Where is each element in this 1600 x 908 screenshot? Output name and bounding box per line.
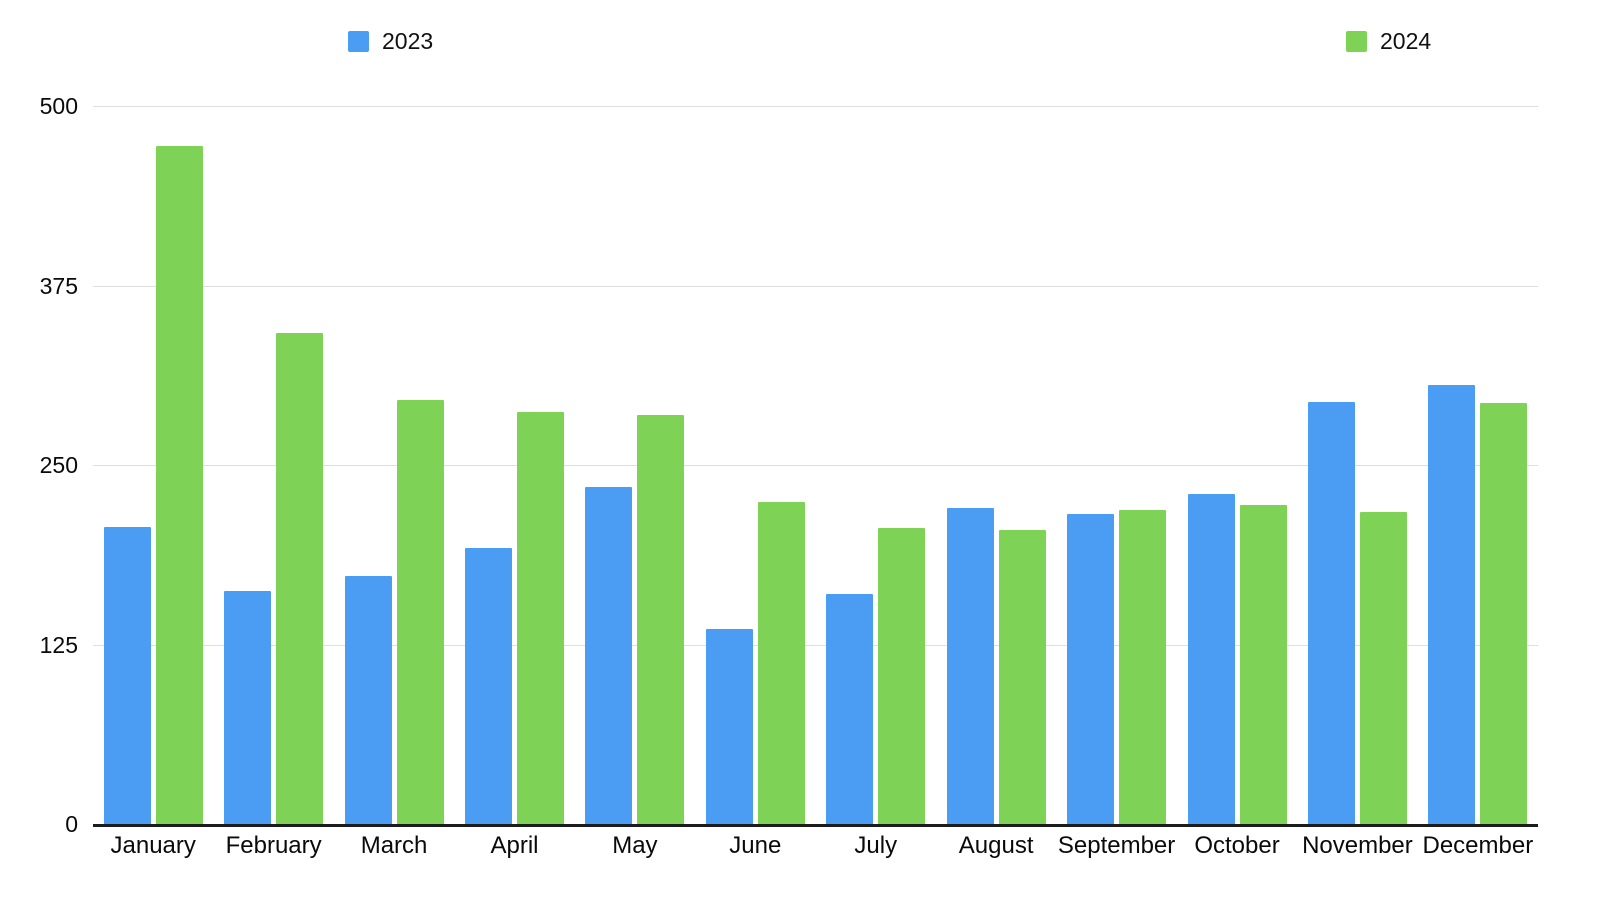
bar-2023-november[interactable] [1307,401,1355,824]
legend-label-2024: 2024 [1380,28,1432,54]
x-tick-label-september: September [1057,832,1176,859]
legend-item-2024: 2024 [1346,30,1431,53]
bar-2023-august[interactable] [946,508,994,824]
y-tick-label-375: 375 [39,272,78,299]
bar-2024-august[interactable] [998,529,1046,824]
x-tick-label-december: December [1422,832,1534,859]
x-tick-label-june: June [729,832,782,859]
y-tick-label-500: 500 [39,93,78,119]
bar-2023-march[interactable] [344,575,392,824]
x-tick-label-november: November [1302,832,1413,859]
x-tick-label-february: February [225,832,322,859]
x-tick-label-march: March [360,832,428,859]
bar-group-november [1297,106,1417,824]
x-tick-label-may: May [612,832,658,859]
bar-2023-april[interactable] [464,548,512,824]
bar-2024-december[interactable] [1480,403,1528,824]
plot-area [93,106,1538,827]
bar-2023-october[interactable] [1187,493,1235,824]
bar-2024-february[interactable] [276,332,324,824]
legend-item-2023: 2023 [348,30,433,53]
bar-group-may [575,106,695,824]
bar-2023-june[interactable] [705,628,753,824]
bar-group-march [334,106,454,824]
y-tick-label-125: 125 [39,631,78,658]
bar-group-october [1177,106,1297,824]
bar-2023-september[interactable] [1067,513,1115,824]
x-tick-label-october: October [1194,832,1280,859]
bar-2023-december[interactable] [1428,384,1476,824]
x-tick-label-january: January [110,832,196,859]
bar-2024-november[interactable] [1359,512,1407,824]
bar-group-january [93,106,213,824]
bar-2024-may[interactable] [637,414,685,824]
bar-group-december [1418,106,1538,824]
bar-2024-april[interactable] [516,411,564,824]
bar-2024-june[interactable] [757,502,805,824]
bar-2024-march[interactable] [396,400,444,824]
bar-group-april [454,106,574,824]
bar-group-september [1056,106,1176,824]
bar-2023-january[interactable] [103,526,151,824]
gridline-125 [93,644,1538,646]
legend-label-2023: 2023 [382,28,434,54]
y-tick-label-0: 0 [65,811,78,837]
gridline-250 [93,465,1538,466]
bar-2024-january[interactable] [155,146,203,824]
bar-2024-july[interactable] [878,528,926,824]
bars-row [93,106,1538,824]
y-tick-label-250: 250 [39,452,78,478]
bar-group-june [695,106,815,824]
x-tick-label-july: July [854,832,898,859]
gridline-375 [93,285,1538,287]
bar-group-july [816,106,936,824]
bar-2023-february[interactable] [224,591,272,824]
bar-2024-september[interactable] [1119,509,1167,824]
bar-group-august [936,106,1056,824]
bar-2024-october[interactable] [1239,505,1287,824]
bar-2023-july[interactable] [826,594,874,824]
x-tick-label-april: April [490,832,539,859]
legend-swatch-2024-icon [1346,31,1367,52]
legend-swatch-2023-icon [348,31,369,52]
x-tick-label-august: August [958,832,1034,859]
bar-2023-may[interactable] [585,486,633,824]
x-axis: January February March April May June July Augu… [93,833,1538,859]
bar-group-february [213,106,333,824]
gridline-500 [93,106,1538,107]
